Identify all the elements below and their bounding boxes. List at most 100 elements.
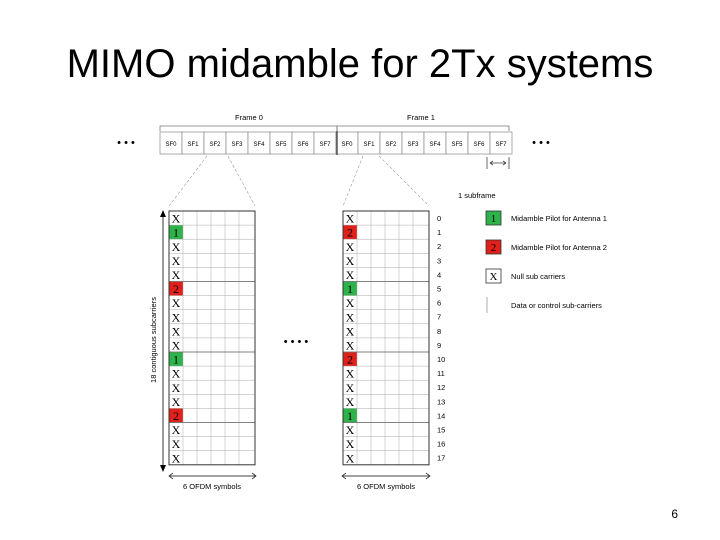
left-axis-top-arrow-icon — [160, 210, 166, 217]
subframe-label-text: SF7 — [495, 142, 507, 148]
right-grid-cell-text: 2 — [347, 353, 353, 367]
right-grid-cell-text: X — [346, 339, 355, 353]
right-grid-cell-text: X — [346, 437, 355, 451]
right-grid-cell — [343, 366, 357, 381]
right-grid-cell — [343, 337, 357, 352]
left-grid-cell — [169, 211, 183, 226]
right-grid-cell — [343, 239, 357, 254]
right-grid-cell-text: X — [346, 381, 355, 395]
legend-swatch — [485, 239, 502, 255]
subframe-label-text: SF4 — [429, 142, 441, 148]
row-number: 8 — [437, 327, 441, 336]
frame1-label: Frame 1 — [407, 113, 435, 122]
left-grid-cell-text: 1 — [173, 226, 179, 240]
left-grid-cell-text: X — [172, 268, 181, 282]
row-number: 9 — [437, 341, 441, 350]
subframe-label-text: SF0 — [165, 142, 177, 148]
left-grid-cell-text: 2 — [173, 282, 179, 296]
left-grid-cell — [169, 323, 183, 338]
right-grid-cell-text: X — [346, 296, 355, 310]
row-number: 13 — [437, 397, 445, 406]
left-grid-cell-text: X — [172, 451, 181, 465]
row-number: 3 — [437, 256, 441, 265]
left-grid-cell — [169, 309, 183, 324]
subframe-label-text: SF2 — [385, 142, 397, 148]
right-grid-cell-text: X — [346, 324, 355, 338]
left-grid-cell — [169, 422, 183, 437]
left-bottom-axis — [168, 472, 257, 480]
subframe-label-text: SF3 — [407, 142, 419, 148]
left-grid-cell-text: X — [172, 423, 181, 437]
left-grid-cell — [169, 253, 183, 268]
left-grid-cell-text: X — [172, 212, 181, 226]
row-number: 10 — [437, 355, 445, 364]
right-grid-cell — [343, 267, 357, 282]
legend-label: Midamble Pilot for Antenna 1 — [511, 214, 607, 223]
row-number: 14 — [437, 411, 445, 420]
left-grid-cell — [169, 225, 183, 240]
frame1-brace — [336, 125, 510, 131]
left-grid-cell-text: 1 — [173, 353, 179, 367]
legend-label: Null sub carriers — [511, 272, 565, 281]
frame0-label: Frame 0 — [235, 113, 263, 122]
subframe-label-text: SF2 — [209, 142, 221, 148]
left-grid-cell-text: X — [172, 395, 181, 409]
row-number: 17 — [437, 454, 445, 463]
row-number: 0 — [437, 214, 441, 223]
right-grid-cell-text: X — [346, 310, 355, 324]
row-number: 7 — [437, 313, 441, 322]
left-grid-cell — [169, 380, 183, 395]
subframe-label-text: SF7 — [319, 142, 331, 148]
right-grid-cell — [343, 295, 357, 310]
subframe-label-text: SF4 — [253, 142, 265, 148]
left-grid-cell — [169, 408, 183, 423]
left-grid-cell-text: X — [172, 437, 181, 451]
right-grid-cell-text: X — [346, 212, 355, 226]
subframe-label-text: SF6 — [473, 142, 485, 148]
row-number: 2 — [437, 242, 441, 251]
subframe-label-text: SF1 — [187, 142, 199, 148]
subframe-cell — [489, 131, 513, 155]
left-grid-cell — [169, 337, 183, 352]
row-number: 15 — [437, 426, 445, 435]
frame0-brace — [159, 125, 338, 131]
legend-symbol: 1 — [491, 213, 497, 225]
legend-symbol: X — [490, 271, 498, 283]
subframe-row: SF0 SF1 SF2 SF3 SF4 SF5 SF6 SF7 SF0 SF1 SF2 SF3 SF4 S… — [159, 131, 513, 155]
right-grid-cell-text: X — [346, 367, 355, 381]
left-grid-cell-text: X — [172, 381, 181, 395]
left-grid-cell — [169, 281, 183, 296]
subframe-label-text: SF6 — [297, 142, 309, 148]
right-grid-cell-text: X — [346, 451, 355, 465]
right-bottom-axis — [341, 472, 431, 480]
right-grid-cell — [343, 422, 357, 437]
row-number: 1 — [437, 228, 441, 237]
between-grids-ellipsis: • • • • — [284, 336, 309, 348]
right-grid-cell — [343, 380, 357, 395]
subframe-label-text: SF1 — [363, 142, 375, 148]
row-number: 12 — [437, 383, 445, 392]
left-grid-cell — [169, 436, 183, 451]
right-grid-cell — [343, 281, 357, 296]
legend-swatch — [485, 268, 502, 284]
right-grid-cell — [343, 450, 357, 465]
right-grid-cell-text: X — [346, 423, 355, 437]
legend: 1 Midamble Pilot for Antenna 1 2 Midamble P… — [485, 210, 607, 313]
right-grid-cell-text: X — [346, 254, 355, 268]
left-grid-cell-text: X — [172, 240, 181, 254]
left-ellipsis: • • • — [117, 137, 135, 149]
left-axis-bottom-arrow-icon — [160, 465, 166, 472]
left-bottom-label: 6 OFDM symbols — [183, 482, 241, 491]
row-number: 5 — [437, 285, 441, 294]
right-grid-cell — [343, 253, 357, 268]
right-grid-cell — [343, 352, 357, 367]
right-grid-cell — [343, 436, 357, 451]
right-grid-cell-text: X — [346, 395, 355, 409]
zoom-lines — [168, 155, 430, 207]
left-grid-cell-text: 2 — [173, 409, 179, 423]
right-grid-cell-text: X — [346, 240, 355, 254]
right-bottom-label: 6 OFDM symbols — [357, 482, 415, 491]
